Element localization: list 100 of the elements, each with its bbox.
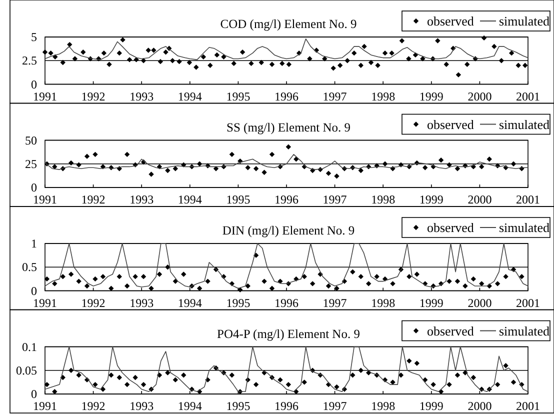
y-tick-label: 0 bbox=[31, 77, 37, 92]
point bbox=[165, 168, 170, 174]
point bbox=[181, 272, 186, 277]
y-tick-label: 0 bbox=[31, 180, 37, 194]
point bbox=[503, 274, 508, 280]
point bbox=[302, 274, 307, 280]
point bbox=[76, 278, 82, 284]
point bbox=[140, 274, 146, 280]
point bbox=[108, 372, 114, 378]
x-tick-label: 2000 bbox=[468, 192, 492, 206]
y-tick-label: 0.05 bbox=[16, 363, 37, 378]
point bbox=[454, 166, 460, 172]
x-tick-label: 1999 bbox=[419, 192, 444, 206]
point bbox=[286, 382, 292, 388]
x-tick-label: 1998 bbox=[371, 89, 396, 104]
y-tick-label: 50 bbox=[25, 133, 37, 148]
x-tick-label: 1994 bbox=[178, 89, 202, 104]
x-tick-label: 1991 bbox=[33, 399, 57, 413]
point bbox=[253, 166, 259, 172]
x-tick-label: 1997 bbox=[322, 192, 347, 206]
point bbox=[76, 162, 82, 168]
x-tick-label: 2001 bbox=[516, 296, 540, 310]
point bbox=[422, 165, 428, 170]
legend-label: simulated bbox=[499, 116, 550, 132]
y-tick-label: 0 bbox=[31, 387, 37, 401]
point bbox=[52, 281, 58, 286]
point bbox=[196, 161, 202, 166]
point bbox=[510, 380, 516, 385]
point bbox=[140, 382, 146, 388]
point bbox=[398, 372, 404, 378]
x-tick-label: 1994 bbox=[178, 192, 202, 206]
point bbox=[414, 360, 420, 366]
point bbox=[76, 372, 82, 378]
point bbox=[253, 382, 259, 388]
legend-label: observed bbox=[427, 116, 474, 132]
point bbox=[390, 380, 396, 385]
point bbox=[116, 374, 122, 380]
x-tick-label: 1996 bbox=[274, 89, 298, 104]
point bbox=[479, 281, 484, 286]
x-tick-label: 1993 bbox=[130, 296, 154, 310]
point bbox=[124, 152, 130, 158]
point bbox=[406, 358, 412, 364]
point bbox=[438, 157, 444, 163]
point bbox=[326, 170, 332, 176]
point bbox=[132, 374, 138, 380]
point bbox=[245, 165, 250, 170]
x-tick-label: 1992 bbox=[81, 192, 106, 206]
point bbox=[406, 274, 412, 280]
point bbox=[269, 286, 275, 291]
x-tick-label: 1996 bbox=[274, 399, 298, 413]
point bbox=[148, 172, 154, 177]
point bbox=[92, 152, 98, 158]
point bbox=[446, 382, 452, 388]
point bbox=[172, 166, 178, 172]
point bbox=[116, 274, 122, 280]
legend-label: simulated bbox=[499, 14, 550, 28]
y-tick-label: 25 bbox=[25, 156, 37, 171]
y-tick-label: 1 bbox=[31, 236, 37, 250]
chart-title: PO4-P (mg/l) Element No. 9 bbox=[217, 326, 360, 341]
point bbox=[132, 274, 138, 280]
point bbox=[414, 272, 420, 277]
x-tick-label: 2000 bbox=[468, 296, 492, 310]
x-tick-label: 1997 bbox=[322, 399, 347, 413]
x-tick-label: 2001 bbox=[516, 192, 540, 206]
x-tick-label: 1991 bbox=[33, 192, 57, 206]
x-tick-label: 1995 bbox=[226, 192, 250, 206]
point bbox=[60, 274, 66, 280]
point bbox=[470, 276, 476, 282]
point bbox=[462, 283, 468, 289]
x-tick-label: 1992 bbox=[81, 399, 106, 413]
x-tick-label: 1999 bbox=[419, 296, 444, 310]
x-tick-label: 1995 bbox=[226, 296, 250, 310]
point bbox=[213, 166, 219, 172]
point bbox=[519, 274, 524, 280]
point bbox=[446, 162, 452, 168]
point bbox=[172, 377, 178, 382]
point bbox=[510, 161, 516, 166]
point bbox=[430, 382, 436, 388]
point bbox=[262, 278, 267, 284]
point bbox=[334, 286, 340, 291]
chart-title: DIN (mg/l) Element No. 9 bbox=[222, 224, 355, 238]
point bbox=[52, 389, 58, 394]
point bbox=[358, 368, 364, 373]
point bbox=[438, 389, 444, 394]
point bbox=[165, 370, 170, 376]
x-tick-label: 1999 bbox=[419, 89, 444, 104]
legend-label: simulated bbox=[499, 323, 550, 338]
point bbox=[350, 372, 356, 378]
point bbox=[181, 372, 186, 378]
point bbox=[229, 372, 235, 378]
point bbox=[310, 281, 316, 286]
point bbox=[229, 152, 235, 158]
point bbox=[358, 274, 364, 280]
x-tick-label: 1996 bbox=[274, 296, 298, 310]
point bbox=[494, 382, 500, 388]
point bbox=[374, 274, 380, 280]
point bbox=[156, 272, 162, 277]
x-tick-label: 1991 bbox=[33, 296, 57, 310]
point bbox=[84, 154, 90, 159]
x-tick-label: 1993 bbox=[130, 192, 154, 206]
